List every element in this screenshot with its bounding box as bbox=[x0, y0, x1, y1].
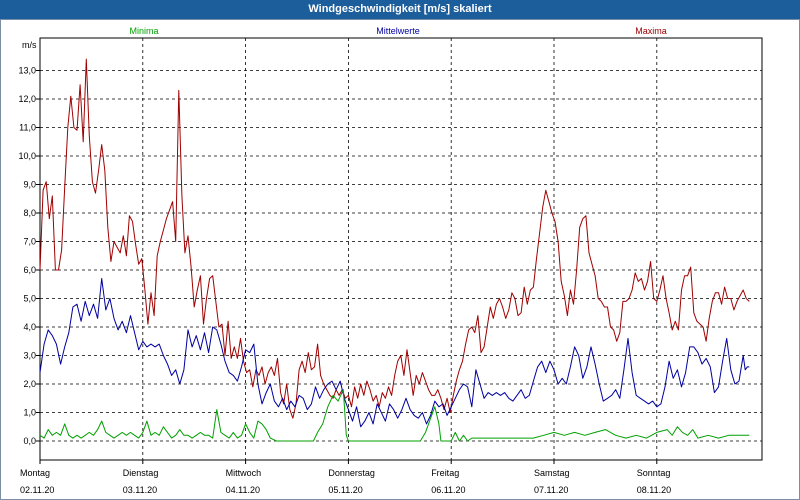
y-tick-label: 3,0 bbox=[23, 351, 36, 361]
legend-entry-mittelwerte: Mittelwerte bbox=[376, 26, 420, 36]
x-tick-label-day: Dienstag bbox=[123, 468, 159, 478]
x-tick-label-day: Samstag bbox=[534, 468, 570, 478]
series-line-mittelwerte bbox=[39, 278, 750, 428]
x-tick-label-day: Mittwoch bbox=[226, 468, 262, 478]
x-tick-label-date: 03.11.20 bbox=[123, 485, 157, 495]
y-tick-label: 10,0 bbox=[18, 151, 36, 161]
y-tick-label: 5,0 bbox=[23, 294, 36, 304]
x-tick-label-date: 02.11.20 bbox=[20, 485, 54, 495]
x-tick-label-day: Sonntag bbox=[637, 468, 671, 478]
window-title: Windgeschwindigkeit [m/s] skaliert bbox=[0, 0, 800, 19]
series-line-maxima bbox=[39, 58, 750, 419]
y-tick-label: 6,0 bbox=[23, 265, 36, 275]
x-tick-label-day: Donnerstag bbox=[328, 468, 375, 478]
y-tick-label: 4,0 bbox=[23, 322, 36, 332]
x-tick-label-date: 04.11.20 bbox=[226, 485, 260, 495]
x-tick-label-date: 08.11.20 bbox=[637, 485, 671, 495]
x-tick-label-day: Montag bbox=[20, 468, 50, 478]
plot-area-border bbox=[39, 37, 763, 461]
series-line-minima bbox=[39, 389, 750, 442]
y-tick-label: 9,0 bbox=[23, 180, 36, 190]
y-tick-label: 13,0 bbox=[18, 66, 36, 76]
legend-entry-minima: Minima bbox=[129, 26, 158, 36]
x-tick-label-date: 05.11.20 bbox=[328, 485, 362, 495]
y-tick-label: 8,0 bbox=[23, 208, 36, 218]
x-tick-label-date: 06.11.20 bbox=[431, 485, 465, 495]
y-axis-label: m/s bbox=[22, 40, 37, 50]
y-tick-label: 0,0 bbox=[23, 436, 36, 446]
x-tick-label-date: 07.11.20 bbox=[534, 485, 568, 495]
y-tick-label: 11,0 bbox=[19, 123, 36, 133]
y-tick-label: 7,0 bbox=[23, 237, 36, 247]
y-tick-label: 2,0 bbox=[23, 379, 36, 389]
x-tick-label-day: Freitag bbox=[431, 468, 459, 478]
y-tick-label: 12,0 bbox=[18, 94, 36, 104]
y-tick-label: 1,0 bbox=[23, 408, 36, 418]
legend-entry-maxima: Maxima bbox=[635, 26, 667, 36]
